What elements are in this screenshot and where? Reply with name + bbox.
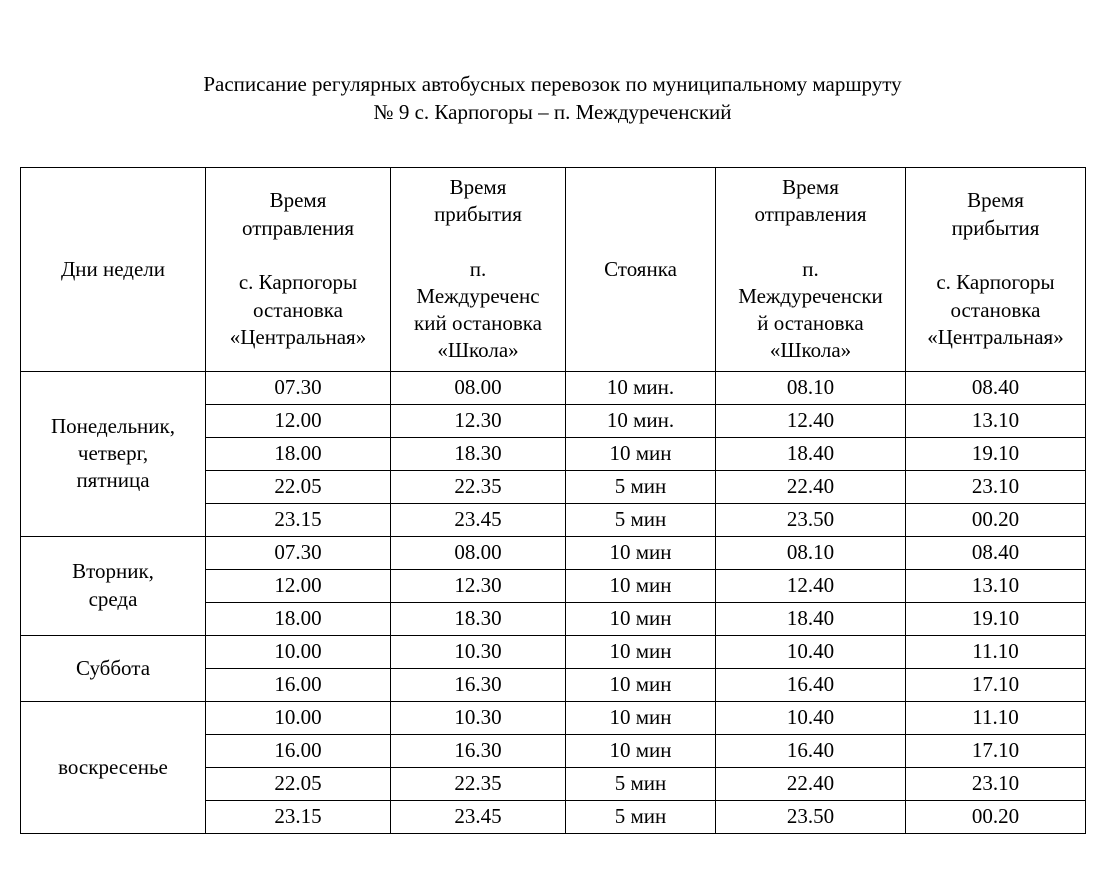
time-cell: 18.00 (206, 437, 391, 470)
time-cell: 17.10 (906, 668, 1086, 701)
time-cell: 13.10 (906, 569, 1086, 602)
col-header-arr2: Время прибытия с. Карпогоры остановка «Ц… (906, 167, 1086, 371)
time-cell: 19.10 (906, 602, 1086, 635)
time-cell: 5 мин (566, 800, 716, 833)
time-cell: 16.40 (716, 734, 906, 767)
col-header-day: Дни недели (21, 167, 206, 371)
time-cell: 18.40 (716, 602, 906, 635)
time-cell: 13.10 (906, 404, 1086, 437)
time-cell: 12.00 (206, 404, 391, 437)
time-cell: 22.35 (391, 470, 566, 503)
time-cell: 22.40 (716, 470, 906, 503)
time-cell: 11.10 (906, 635, 1086, 668)
col-header-dep2: Время отправления п. Междуреченски й ост… (716, 167, 906, 371)
time-cell: 10 мин (566, 437, 716, 470)
time-cell: 16.30 (391, 668, 566, 701)
time-cell: 18.40 (716, 437, 906, 470)
col-header-arr1: Время прибытия п. Междуреченс кий остано… (391, 167, 566, 371)
time-cell: 08.10 (716, 371, 906, 404)
time-cell: 10.40 (716, 701, 906, 734)
time-cell: 12.40 (716, 404, 906, 437)
time-cell: 10.00 (206, 635, 391, 668)
time-cell: 10.30 (391, 635, 566, 668)
schedule-table: Дни недели Время отправления с. Карпогор… (20, 167, 1086, 834)
time-cell: 10 мин (566, 569, 716, 602)
day-cell: Вторник, среда (21, 536, 206, 635)
time-cell: 5 мин (566, 767, 716, 800)
title-line-1: Расписание регулярных автобусных перевоз… (203, 72, 901, 96)
time-cell: 08.00 (391, 371, 566, 404)
table-body: Понедельник, четверг, пятница07.3008.001… (21, 371, 1086, 833)
col-header-stop: Стоянка (566, 167, 716, 371)
time-cell: 19.10 (906, 437, 1086, 470)
time-cell: 23.15 (206, 800, 391, 833)
time-cell: 10.00 (206, 701, 391, 734)
time-cell: 5 мин (566, 470, 716, 503)
time-cell: 5 мин (566, 503, 716, 536)
table-head: Дни недели Время отправления с. Карпогор… (21, 167, 1086, 371)
time-cell: 10 мин. (566, 371, 716, 404)
time-cell: 23.50 (716, 800, 906, 833)
time-cell: 18.30 (391, 602, 566, 635)
table-row: Вторник, среда07.3008.0010 мин08.1008.40 (21, 536, 1086, 569)
time-cell: 10 мин (566, 668, 716, 701)
time-cell: 08.10 (716, 536, 906, 569)
table-row: воскресенье10.0010.3010 мин10.4011.10 (21, 701, 1086, 734)
time-cell: 16.30 (391, 734, 566, 767)
time-cell: 23.10 (906, 470, 1086, 503)
time-cell: 00.20 (906, 800, 1086, 833)
time-cell: 08.00 (391, 536, 566, 569)
time-cell: 18.30 (391, 437, 566, 470)
time-cell: 08.40 (906, 536, 1086, 569)
table-row: Суббота10.0010.3010 мин10.4011.10 (21, 635, 1086, 668)
time-cell: 23.15 (206, 503, 391, 536)
table-row: Понедельник, четверг, пятница07.3008.001… (21, 371, 1086, 404)
time-cell: 10 мин (566, 602, 716, 635)
time-cell: 23.50 (716, 503, 906, 536)
time-cell: 10.30 (391, 701, 566, 734)
time-cell: 16.00 (206, 668, 391, 701)
time-cell: 10 мин. (566, 404, 716, 437)
time-cell: 10 мин (566, 635, 716, 668)
time-cell: 00.20 (906, 503, 1086, 536)
document-title: Расписание регулярных автобусных перевоз… (20, 70, 1085, 127)
time-cell: 22.05 (206, 470, 391, 503)
time-cell: 10.40 (716, 635, 906, 668)
time-cell: 22.35 (391, 767, 566, 800)
day-cell: воскресенье (21, 701, 206, 833)
day-cell: Понедельник, четверг, пятница (21, 371, 206, 536)
day-cell: Суббота (21, 635, 206, 701)
time-cell: 23.10 (906, 767, 1086, 800)
time-cell: 12.40 (716, 569, 906, 602)
time-cell: 17.10 (906, 734, 1086, 767)
time-cell: 18.00 (206, 602, 391, 635)
time-cell: 16.40 (716, 668, 906, 701)
time-cell: 12.00 (206, 569, 391, 602)
time-cell: 16.00 (206, 734, 391, 767)
time-cell: 12.30 (391, 569, 566, 602)
time-cell: 23.45 (391, 503, 566, 536)
time-cell: 08.40 (906, 371, 1086, 404)
time-cell: 10 мин (566, 701, 716, 734)
time-cell: 23.45 (391, 800, 566, 833)
time-cell: 10 мин (566, 536, 716, 569)
time-cell: 07.30 (206, 371, 391, 404)
time-cell: 10 мин (566, 734, 716, 767)
col-header-dep1: Время отправления с. Карпогоры остановка… (206, 167, 391, 371)
time-cell: 22.05 (206, 767, 391, 800)
time-cell: 12.30 (391, 404, 566, 437)
time-cell: 07.30 (206, 536, 391, 569)
title-line-2: № 9 с. Карпогоры – п. Междуреченский (374, 100, 732, 124)
time-cell: 11.10 (906, 701, 1086, 734)
time-cell: 22.40 (716, 767, 906, 800)
